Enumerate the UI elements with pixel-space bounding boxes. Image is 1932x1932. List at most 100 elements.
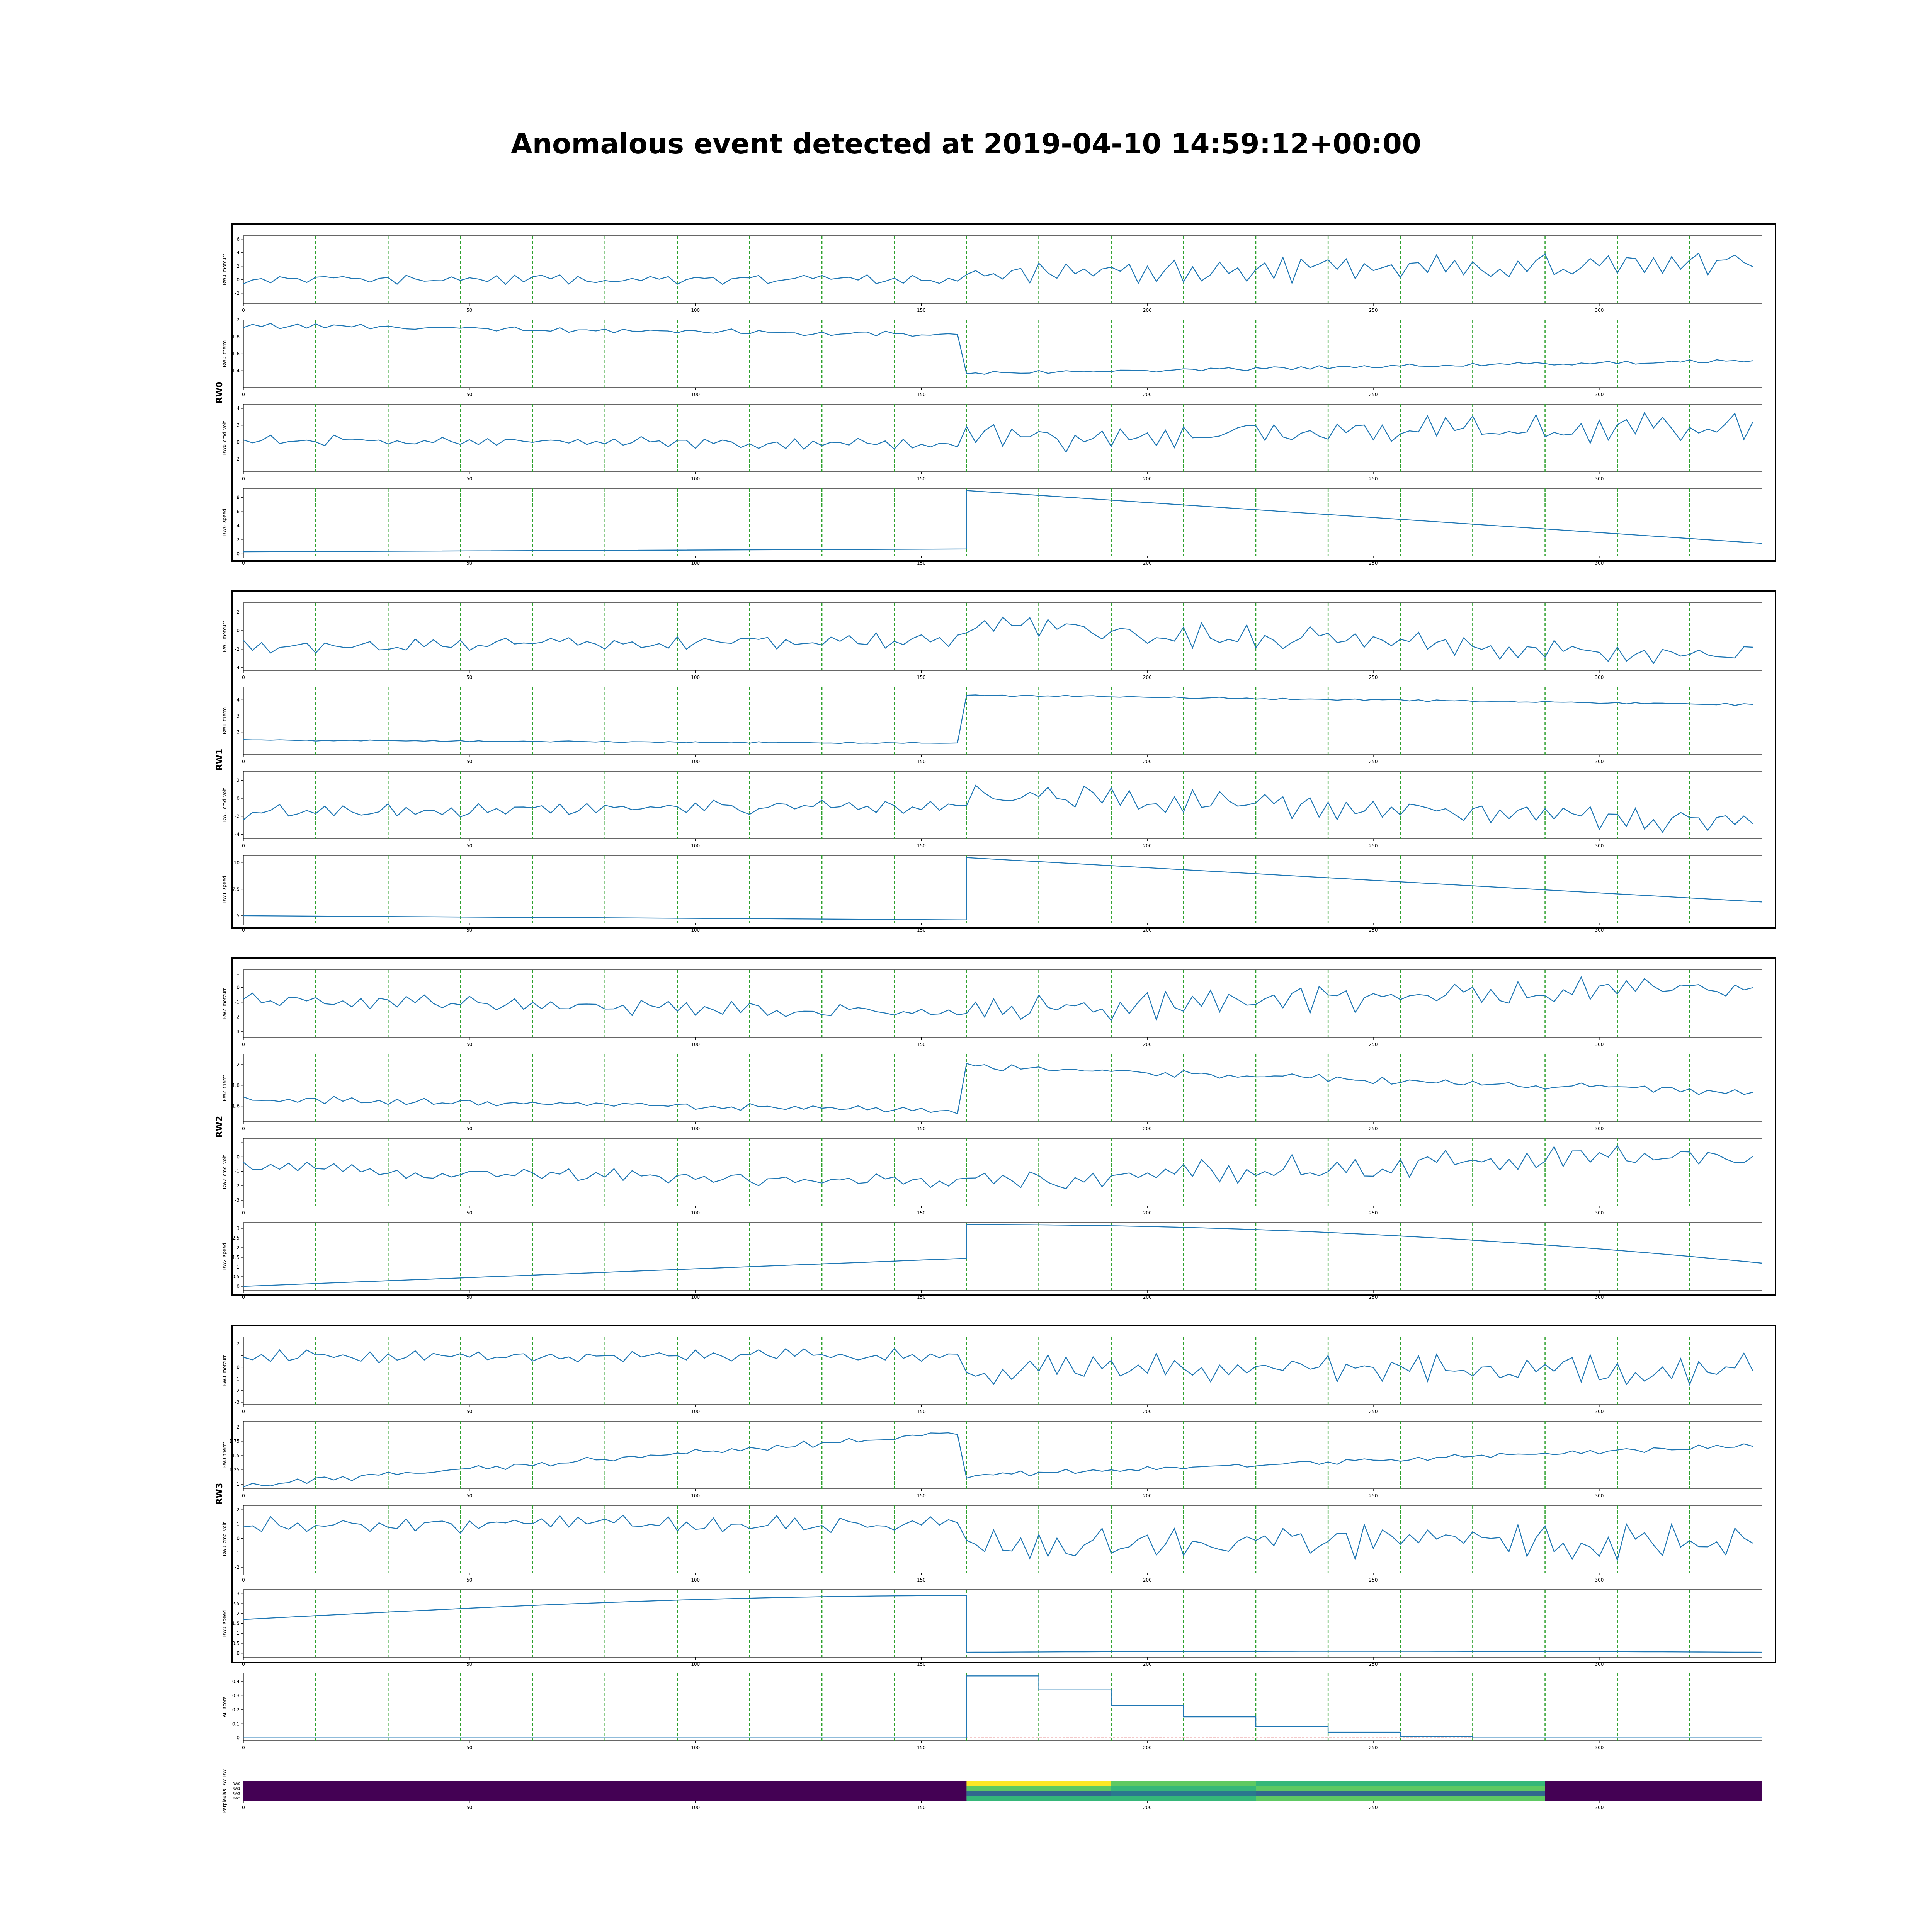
x-tick-label: 0	[242, 1805, 245, 1810]
y-axis-label: RW3_speed	[222, 1610, 227, 1637]
axes-frame	[243, 602, 1762, 671]
y-tick-label: 3	[236, 713, 240, 719]
group-frame-rw3	[231, 1325, 1776, 1663]
x-tick-label: 200	[1143, 1745, 1152, 1750]
heatmap-cell	[243, 1796, 967, 1801]
y-tick-label: -1	[235, 1000, 240, 1005]
x-tick-label: 100	[691, 1126, 700, 1131]
y-tick-label: 2	[236, 423, 240, 428]
subplot-rw1-cmd-volt: -4 -2 0 2 0 50 100 150 200 250 300 RW1_cmd_volt	[222, 771, 1762, 849]
axes-frame	[243, 855, 1762, 923]
x-tick-label: 250	[1369, 476, 1378, 481]
y-tick-label: -2	[235, 456, 240, 462]
y-tick-label: 0.4	[232, 1679, 240, 1684]
x-tick-label: 0	[242, 759, 245, 764]
axes-frame	[243, 488, 1762, 556]
subplot-ae-score: 0 0.1 0.2 0.3 0.4 0 50 100 150 200 250 300 AE_score	[222, 1673, 1762, 1750]
x-tick-label: 200	[1143, 1210, 1152, 1216]
series-line	[243, 694, 1753, 744]
heatmap-row-label: RW0	[232, 1782, 240, 1786]
axes-frame	[243, 1589, 1762, 1658]
y-tick-label: 1.75	[229, 1439, 240, 1444]
axes-frame	[243, 404, 1762, 472]
y-tick-label: 2	[236, 1245, 240, 1250]
y-axis-label: RW0_speed	[222, 509, 227, 536]
y-tick-label: 1.5	[232, 1621, 240, 1626]
x-tick-label: 200	[1143, 675, 1152, 680]
y-tick-label: 1.5	[232, 1453, 240, 1458]
axes-frame	[243, 320, 1762, 388]
axes-frame	[243, 235, 1762, 304]
x-tick-label: 300	[1595, 843, 1604, 849]
y-tick-label: 2	[236, 1507, 240, 1512]
x-tick-label: 200	[1143, 843, 1152, 849]
y-axis-label: AE_score	[222, 1696, 227, 1717]
x-tick-label: 150	[917, 308, 926, 313]
x-tick-label: 50	[466, 1210, 472, 1216]
y-tick-label: 1	[236, 1264, 240, 1270]
y-tick-label: 10	[234, 860, 240, 866]
x-tick-label: 300	[1595, 1805, 1604, 1810]
y-axis-label: RW1_cmd_volt	[222, 788, 227, 822]
y-tick-label: 1.6	[232, 351, 240, 357]
x-tick-label: 50	[466, 392, 472, 397]
y-tick-label: 0	[236, 1735, 240, 1741]
heatmap-row-label: RW2	[232, 1792, 240, 1796]
x-tick-label: 250	[1369, 1126, 1378, 1131]
x-tick-label: 300	[1595, 1662, 1604, 1667]
subplot-rw0-therm: 1.4 1.6 1.8 2 0 50 100 150 200 250 300 RW0_therm	[222, 317, 1762, 397]
x-tick-label: 100	[691, 1409, 700, 1414]
y-tick-label: 2.5	[232, 1235, 240, 1241]
y-tick-label: 0	[236, 628, 240, 633]
y-axis-label: RW1_speed	[222, 876, 227, 903]
y-tick-label: 1.5	[232, 1255, 240, 1260]
x-tick-label: 100	[691, 759, 700, 764]
y-axis-label: Perplexias_RW_RW	[222, 1769, 227, 1813]
x-tick-label: 50	[466, 675, 472, 680]
y-tick-label: 1	[236, 1521, 240, 1527]
x-tick-label: 250	[1369, 675, 1378, 680]
x-tick-label: 0	[242, 1662, 245, 1667]
x-tick-label: 100	[691, 843, 700, 849]
x-tick-label: 100	[691, 927, 700, 933]
y-tick-label: 0	[236, 1284, 240, 1289]
series-line	[243, 1145, 1753, 1189]
x-tick-label: 50	[466, 1745, 472, 1750]
x-tick-label: 200	[1143, 1409, 1152, 1414]
x-tick-label: 150	[917, 843, 926, 849]
y-axis-label: RW0_motcurr	[222, 254, 227, 285]
heatmap-row-label: RW3	[232, 1797, 240, 1801]
x-tick-label: 250	[1369, 927, 1378, 933]
x-tick-label: 200	[1143, 308, 1152, 313]
x-tick-label: 250	[1369, 759, 1378, 764]
y-tick-label: 0	[236, 1364, 240, 1370]
x-tick-label: 300	[1595, 476, 1604, 481]
axes-frame	[243, 1421, 1762, 1489]
x-tick-label: 100	[691, 308, 700, 313]
x-tick-label: 50	[466, 927, 472, 933]
x-tick-label: 0	[242, 1493, 245, 1498]
y-tick-label: 1	[236, 1631, 240, 1636]
x-tick-label: 0	[242, 392, 245, 397]
x-tick-label: 150	[917, 927, 926, 933]
heatmap-cell	[243, 1791, 967, 1796]
y-tick-label: -3	[235, 1197, 240, 1203]
subplot-rw2-motcurr: -3 -2 -1 0 1 0 50 100 150 200 250 300 RW2_motcurr	[222, 969, 1762, 1047]
y-tick-label: 4	[236, 250, 240, 255]
axes-frame	[243, 771, 1762, 839]
axes-frame	[243, 1337, 1762, 1405]
group-frame-rw2	[231, 957, 1776, 1296]
x-tick-label: 0	[242, 560, 245, 566]
y-tick-label: 6	[236, 509, 240, 514]
heatmap-cell	[1256, 1796, 1545, 1801]
series-line	[243, 1432, 1753, 1488]
x-tick-label: 300	[1595, 675, 1604, 680]
x-tick-label: 200	[1143, 1662, 1152, 1667]
x-tick-label: 250	[1369, 1210, 1378, 1216]
series-line	[243, 323, 1753, 375]
x-tick-label: 50	[466, 1409, 472, 1414]
x-tick-label: 0	[242, 1409, 245, 1414]
x-tick-label: 150	[917, 560, 926, 566]
heatmap-row-label: RW1	[232, 1787, 240, 1791]
